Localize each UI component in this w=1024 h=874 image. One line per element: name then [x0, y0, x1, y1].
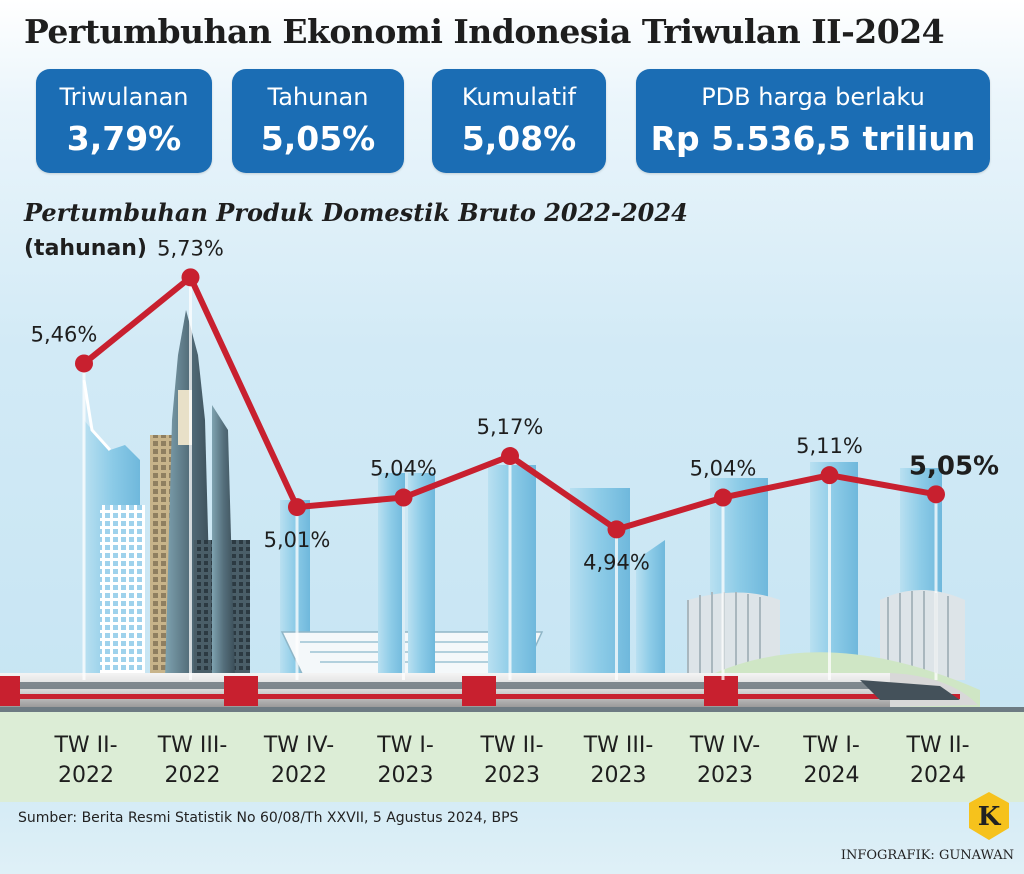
logo-letter: K [978, 802, 1002, 832]
chart-unit-label: (tahunan) [24, 236, 147, 261]
data-point [394, 488, 413, 507]
x-tick-label: 2024 [910, 763, 966, 788]
x-tick-label: 2023 [378, 763, 434, 788]
x-tick-label: 2023 [484, 763, 540, 788]
x-tick-label: 2023 [697, 763, 753, 788]
x-tick-label: TW II- [905, 733, 969, 758]
data-point [927, 485, 945, 504]
data-point [75, 354, 93, 373]
x-tick-label: TW I- [802, 733, 860, 758]
data-point [714, 488, 732, 507]
x-tick-label: TW II- [479, 733, 543, 758]
stat-box-quarterly: Triwulanan 3,79% [36, 69, 212, 173]
stat-value: 3,79% [66, 119, 182, 158]
stat-value: 5,05% [260, 119, 376, 158]
data-label: 5,17% [477, 415, 544, 439]
source-note: Sumber: Berita Resmi Statistik No 60/08/… [18, 810, 519, 826]
data-label: 5,01% [264, 528, 331, 552]
data-label: 5,73% [157, 236, 224, 260]
stat-label: Triwulanan [59, 83, 189, 111]
stat-value: 5,08% [461, 119, 577, 158]
logo: K [969, 792, 1009, 840]
page-title: Pertumbuhan Ekonomi Indonesia Triwulan I… [24, 12, 945, 51]
infographic-credit: INFOGRAFIK: GUNAWAN [840, 848, 1014, 863]
stat-label: PDB harga berlaku [701, 83, 925, 111]
data-label: 5,46% [31, 322, 98, 346]
stat-value: Rp 5.536,5 triliun [650, 119, 976, 158]
x-tick-label: TW II- [53, 733, 117, 758]
x-tick-label: TW III- [583, 733, 654, 758]
x-tick-label: 2022 [271, 763, 327, 788]
data-point [501, 447, 519, 466]
stat-label: Kumulatif [461, 83, 577, 111]
chart-title: Pertumbuhan Produk Domestik Bruto 2022-2… [24, 198, 688, 227]
x-tick-label: 2022 [165, 763, 221, 788]
data-point [607, 520, 626, 539]
x-tick-label: TW IV- [689, 733, 760, 758]
stat-label: Tahunan [267, 83, 369, 111]
data-label: 5,04% [690, 457, 757, 481]
x-tick-label: 2024 [804, 763, 860, 788]
data-point [288, 498, 306, 517]
ground-band [0, 712, 1024, 802]
high-speed-train-illustration [0, 673, 1024, 712]
x-tick-label: TW I- [376, 733, 434, 758]
x-tick-label: 2022 [58, 763, 114, 788]
city-skyline-illustration [82, 310, 980, 712]
x-tick-label: 2023 [591, 763, 647, 788]
data-point [181, 268, 200, 287]
data-label: 4,94% [583, 550, 650, 574]
x-tick-label: TW IV- [263, 733, 334, 758]
chart-marks: 5,46% 5,73% 5,01% 5,04% 5,17% 4,94% 5,04% 5,11%… [31, 236, 999, 788]
x-tick-label: TW III- [157, 733, 228, 758]
stat-box-annual: Tahunan 5,05% [232, 69, 404, 173]
stat-box-gdp-nominal: PDB harga berlaku Rp 5.536,5 triliun [636, 69, 990, 173]
data-label: 5,04% [370, 457, 437, 481]
data-point [820, 466, 839, 485]
stat-box-cumulative: Kumulatif 5,08% [432, 69, 606, 173]
data-label: 5,05% [909, 451, 999, 481]
data-label: 5,11% [796, 434, 863, 458]
